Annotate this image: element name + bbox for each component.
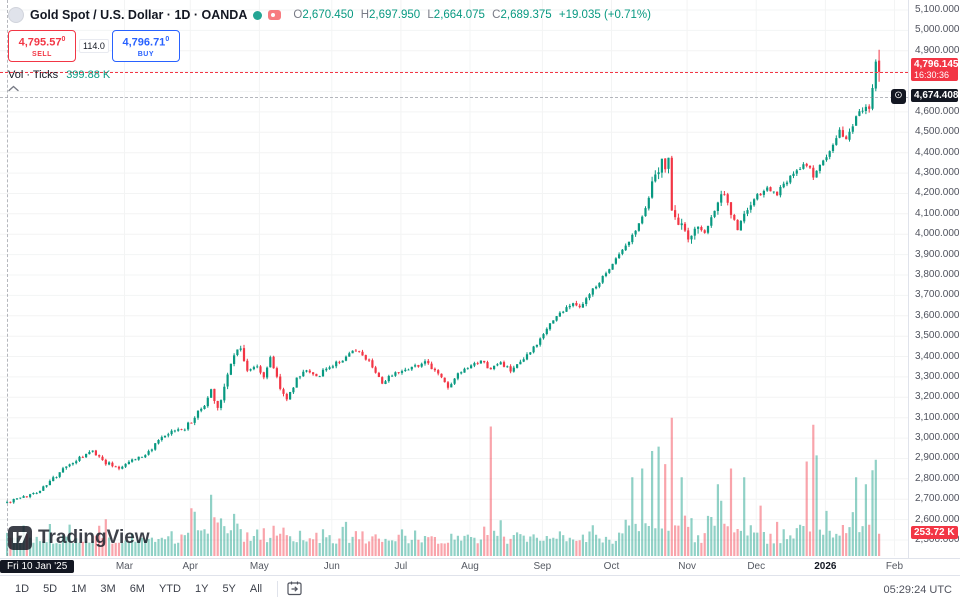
symbol-logo-icon xyxy=(8,7,24,23)
range-button-3m[interactable]: 3M xyxy=(100,582,116,595)
spread-value: 114.0 xyxy=(79,38,109,53)
time-label-feb: Feb xyxy=(885,561,904,572)
go-to-date-icon[interactable] xyxy=(286,580,303,597)
price-tick-label: 2,800.000 xyxy=(915,472,960,484)
price-tick-label: 3,000.000 xyxy=(915,432,960,444)
sell-button[interactable]: 4,795.570 SELL xyxy=(8,30,76,62)
sell-label: SELL xyxy=(32,50,52,58)
buy-button[interactable]: 4,796.710 BUY xyxy=(111,30,180,62)
price-tick-label: 4,400.000 xyxy=(915,146,960,158)
price-tick-label: 3,800.000 xyxy=(915,269,960,280)
buy-label: BUY xyxy=(137,50,154,58)
low-value: 2,664.075 xyxy=(433,9,485,21)
price-tick-label: 4,200.000 xyxy=(915,187,960,199)
close-label: C xyxy=(492,9,501,21)
market-status-icon[interactable] xyxy=(253,10,263,20)
time-label-aug: Aug xyxy=(461,561,479,572)
price-tick-label: 3,300.000 xyxy=(915,370,960,382)
crosshair-v-line xyxy=(7,0,9,556)
price-tick-label: 2,500.000 xyxy=(915,534,960,545)
range-button-5d[interactable]: 5D xyxy=(43,582,58,595)
range-button-all[interactable]: All xyxy=(249,582,263,595)
time-label-may: May xyxy=(249,561,269,572)
volume-value: 399.88 K xyxy=(66,68,111,81)
time-label-nov: Nov xyxy=(678,561,697,572)
range-buttons: 1D 5D 1M 3M 6M YTD 1Y 5Y All xyxy=(8,580,269,598)
low-label: L xyxy=(427,9,434,21)
price-axis[interactable]: 2,500.000 2,600.000 2,700.000 2,800.000 2,90… xyxy=(908,0,960,558)
tradingview-logo-icon xyxy=(8,526,32,550)
price-tick-label: 4,500.000 xyxy=(915,126,960,138)
time-label-mar: Mar xyxy=(115,561,134,572)
time-label-jul: Jul xyxy=(394,561,408,572)
price-tick-label: 2,700.000 xyxy=(915,493,960,505)
bottom-toolbar: 1D 5D 1M 3M 6M YTD 1Y 5Y All 05:29:24 UTC xyxy=(0,575,960,601)
last-price-badge: 4,796.145 16:30:36 xyxy=(911,57,959,81)
price-tick-label: 4,900.000 xyxy=(915,44,960,56)
price-tick-label: 5,100.000 xyxy=(915,4,960,15)
close-value: 2,689.375 xyxy=(500,9,552,21)
trade-panel: 4,795.570 SELL 114.0 4,796.710 BUY xyxy=(8,30,651,62)
tradingview-watermark: TradingView xyxy=(8,526,150,550)
range-button-5y[interactable]: 5Y xyxy=(222,582,236,595)
price-tick-label: 2,900.000 xyxy=(915,452,960,464)
sell-price-sup: 0 xyxy=(61,36,66,43)
range-button-ytd[interactable]: YTD xyxy=(158,582,181,595)
last-price-line xyxy=(0,71,908,73)
price-tick-label: 3,200.000 xyxy=(915,391,960,403)
price-tick-label: 3,600.000 xyxy=(915,309,960,321)
time-axis[interactable]: Mar Apr May Jun Jul Aug Sep Oct Nov Dec 2026 Feb Fr… xyxy=(0,558,960,576)
clock[interactable]: 05:29:24 UTC xyxy=(883,583,952,596)
price-tick-label: 5,000.000 xyxy=(915,24,960,36)
open-label: O xyxy=(293,9,303,21)
volume-indicator-title[interactable]: Vol · Ticks xyxy=(8,68,59,81)
time-label-apr: Apr xyxy=(182,561,199,572)
watermark-label: TradingView xyxy=(38,527,150,548)
ohlc-values: O2,670.450 H2,697.950 L2,664.075 C2,689.… xyxy=(289,9,651,21)
data-flag-icon[interactable] xyxy=(268,10,282,20)
time-label-oct: Oct xyxy=(603,561,620,572)
price-tick-label: 3,400.000 xyxy=(915,350,960,362)
chevron-up-icon[interactable] xyxy=(8,85,19,92)
high-label: H xyxy=(360,9,370,21)
volume-badge: 253.72 K xyxy=(911,525,958,539)
volume-legend: Vol · Ticks 399.88 K xyxy=(8,69,651,81)
price-tick-label: 3,100.000 xyxy=(915,411,960,423)
add-alert-icon[interactable]: ⊙ xyxy=(891,89,906,105)
price-tick-label: 4,100.000 xyxy=(915,207,960,219)
chart-pane[interactable]: TradingView Gold Spot / U.S. Dollar · 1D… xyxy=(0,0,908,558)
crosshair-date-tooltip: Fri 10 Jan '25 xyxy=(0,560,75,573)
high-value: 2,697.950 xyxy=(369,9,421,21)
price-tick-label: 4,000.000 xyxy=(915,228,960,240)
bar-countdown: 16:30:36 xyxy=(914,69,950,80)
crosshair-h-line xyxy=(0,96,908,98)
change-value: +19.035 (+0.71%) xyxy=(558,9,651,21)
range-button-6m[interactable]: 6M xyxy=(129,582,145,595)
sell-price: 4,795.57 xyxy=(18,36,62,49)
last-price-value: 4,796.145 xyxy=(914,58,959,70)
price-tick-label: 3,500.000 xyxy=(915,330,960,342)
price-tick-label: 4,600.000 xyxy=(915,105,960,117)
open-value: 2,670.450 xyxy=(302,9,354,21)
time-label-dec: Dec xyxy=(747,561,766,572)
buy-price-sup: 0 xyxy=(165,36,170,43)
range-button-1y[interactable]: 1Y xyxy=(194,582,209,595)
time-label-jun: Jun xyxy=(323,561,340,572)
price-tick-label: 3,900.000 xyxy=(915,248,960,260)
symbol-title[interactable]: Gold Spot / U.S. Dollar · 1D · OANDA xyxy=(30,8,248,22)
range-button-1d[interactable]: 1D xyxy=(15,582,30,595)
time-label-sep: Sep xyxy=(533,561,552,572)
toolbar-divider xyxy=(277,580,279,597)
crosshair-price-badge: 4,674.408 xyxy=(911,88,959,102)
price-tick-label: 3,700.000 xyxy=(915,289,960,301)
buy-price: 4,796.71 xyxy=(122,36,166,49)
time-label-2026: 2026 xyxy=(814,561,837,572)
range-button-1m[interactable]: 1M xyxy=(71,582,87,595)
price-tick-label: 2,600.000 xyxy=(915,513,960,525)
chart-legend: Gold Spot / U.S. Dollar · 1D · OANDA O2,… xyxy=(8,6,651,92)
price-tick-label: 4,300.000 xyxy=(915,167,960,179)
